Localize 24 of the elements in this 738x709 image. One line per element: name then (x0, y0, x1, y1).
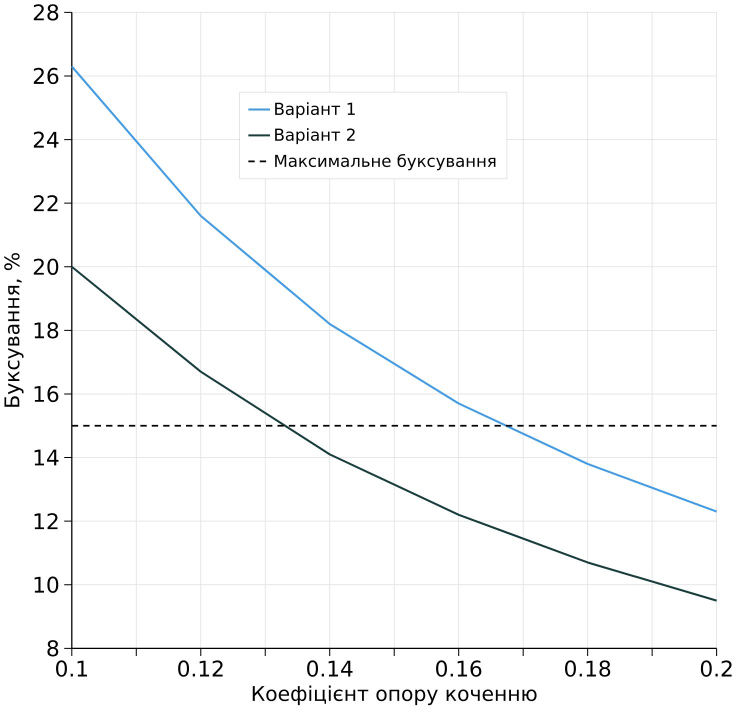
y-tick-label: 26 (34, 68, 58, 84)
x-tick-label: 0.12 (178, 660, 223, 677)
y-tick-label: 16 (34, 386, 58, 402)
x-tick-label: 0.2 (700, 660, 732, 677)
line-series (70, 65, 718, 512)
y-tick-label: 12 (34, 512, 58, 529)
legend-label: Максимальне буксування (275, 154, 496, 170)
line-series (70, 266, 718, 602)
legend-label: Варіант 1 (275, 102, 355, 118)
y-tick-label: 24 (34, 131, 58, 148)
x-tick-label: 0.18 (565, 660, 610, 677)
y-axis-title: Буксування, % (4, 252, 24, 407)
legend-label: Варіант 2 (275, 128, 355, 144)
y-tick-label: 14 (34, 450, 58, 466)
y-tick-label: 20 (34, 258, 58, 275)
x-tick-label: 0.16 (436, 660, 482, 677)
y-tick-label: 18 (34, 322, 58, 338)
y-tick-label: 22 (34, 194, 58, 212)
x-tick-label: 0.1 (56, 660, 87, 677)
x-tick-label: 0.14 (307, 660, 353, 677)
x-axis-title: Коефіцієнт опору коченню (252, 685, 537, 705)
y-tick-label: 8 (47, 640, 58, 656)
y-tick-label: 28 (34, 4, 58, 20)
y-tick-label: 10 (34, 576, 58, 593)
